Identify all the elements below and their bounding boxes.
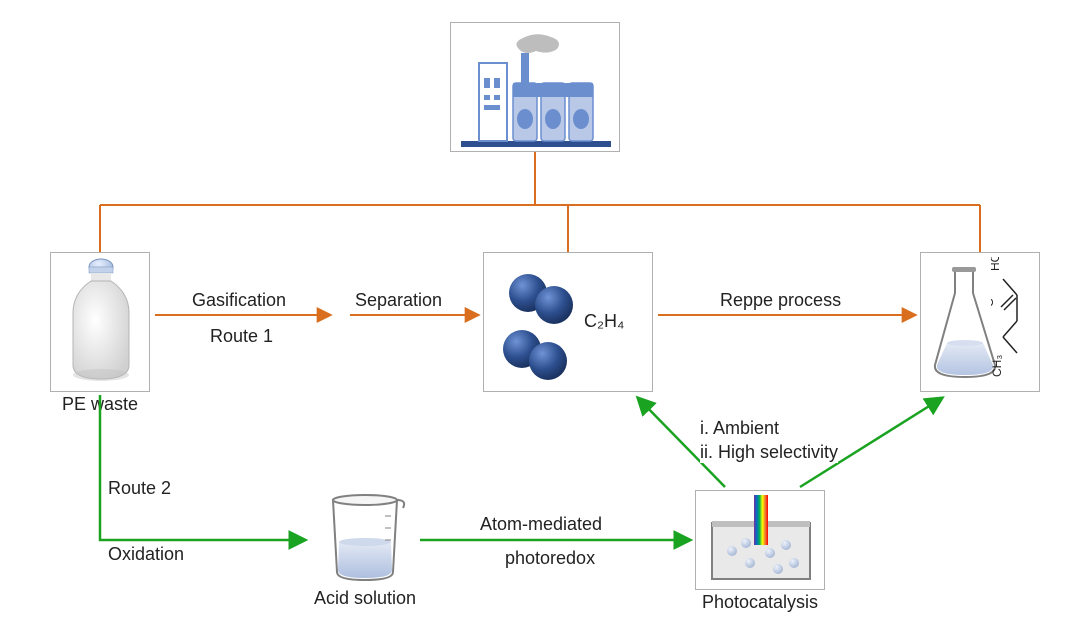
node-pe-waste — [50, 252, 150, 392]
acid-structure-icon: HO O CH₃ — [991, 257, 1035, 387]
label-photoredox: photoredox — [505, 548, 595, 569]
label-reppe: Reppe process — [720, 290, 841, 311]
acid-O: O — [991, 298, 996, 307]
label-high-selectivity: ii. High selectivity — [700, 442, 838, 463]
label-gasification: Gasification — [192, 290, 286, 311]
bottle-icon — [51, 253, 151, 393]
label-route2: Route 2 — [108, 478, 171, 499]
factory-icon — [451, 23, 621, 153]
node-beaker — [315, 490, 415, 585]
label-atom-mediated: Atom-mediated — [480, 514, 602, 535]
label-route1: Route 1 — [210, 326, 273, 347]
acid-HO: HO — [991, 257, 1002, 271]
node-factory — [450, 22, 620, 152]
label-ambient: i. Ambient — [700, 418, 779, 439]
label-separation: Separation — [355, 290, 442, 311]
pe-waste-caption: PE waste — [50, 394, 150, 415]
photocatalysis-caption: Photocatalysis — [680, 592, 840, 613]
beaker-icon — [315, 490, 415, 585]
acid-CH3: CH₃ — [991, 355, 1004, 377]
node-flask: HO O CH₃ — [920, 252, 1040, 392]
label-oxidation: Oxidation — [108, 544, 184, 565]
c2h4-label: C₂H₄ — [584, 311, 624, 332]
node-photocatalysis — [695, 490, 825, 590]
molecule-icon — [484, 253, 654, 393]
photocatalysis-icon — [696, 491, 826, 591]
node-c2h4: C₂H₄ — [483, 252, 653, 392]
beaker-caption: Acid solution — [290, 588, 440, 609]
